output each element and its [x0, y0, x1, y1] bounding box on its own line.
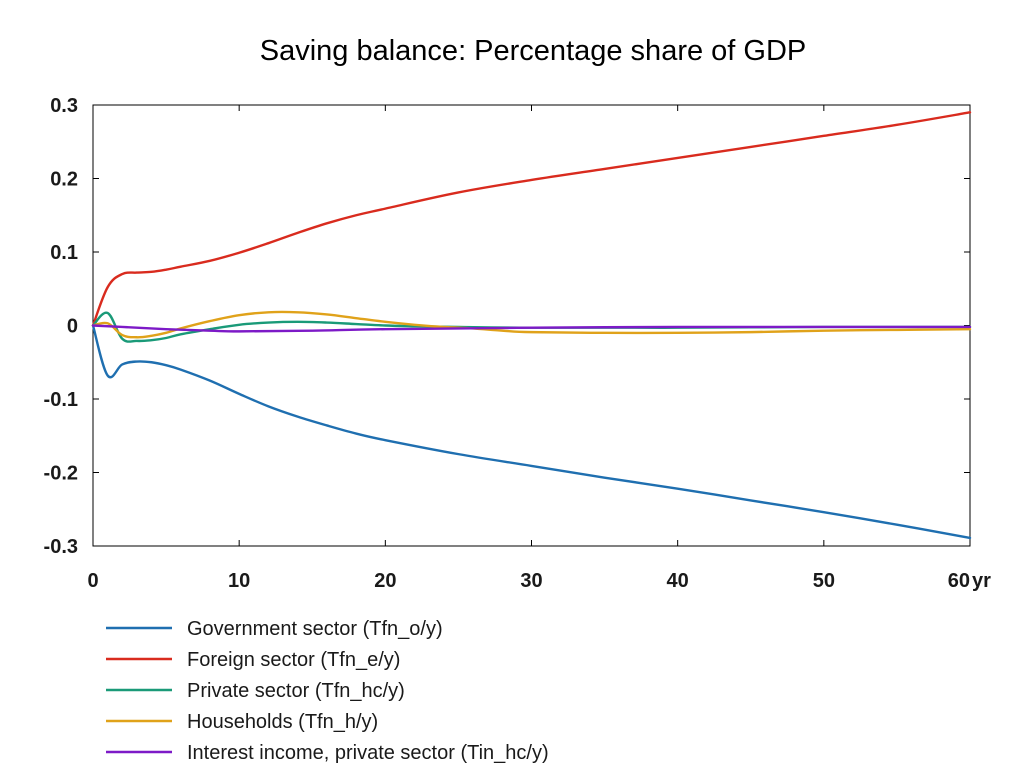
plot-frame: [92, 104, 971, 547]
legend-label-0: Government sector (Tfn_o/y): [187, 618, 443, 640]
y-tick-label: 0: [67, 316, 78, 338]
x-tick-label: 20: [374, 570, 396, 592]
x-tick-label: 10: [228, 570, 250, 592]
series-line-4: [91, 324, 972, 333]
y-tick-label: 0.2: [50, 169, 78, 191]
x-tick-label: 30: [520, 570, 542, 592]
y-tick-label: 0.3: [50, 95, 78, 117]
chart-title: Saving balance: Percentage share of GDP: [260, 35, 807, 67]
x-unit-label: yr: [972, 570, 991, 592]
y-axis: 0.3 0.2 0.1 0 -0.1 -0.2 -0.3: [44, 95, 970, 558]
series-lines: [91, 111, 972, 540]
x-tick-label: 0: [87, 570, 98, 592]
legend-label-4: Interest income, private sector (Tin_hc/…: [187, 742, 549, 764]
y-tick-label: -0.2: [44, 463, 78, 485]
series-line-1: [91, 111, 972, 327]
legend-label-2: Private sector (Tfn_hc/y): [187, 680, 405, 702]
y-tick-label: -0.1: [44, 389, 78, 411]
x-tick-label: 40: [667, 570, 689, 592]
x-tick-label: 60: [948, 570, 970, 592]
series-line-0: [91, 324, 972, 540]
x-tick-label: 50: [813, 570, 835, 592]
legend-label-1: Foreign sector (Tfn_e/y): [187, 649, 400, 671]
x-axis: 0 10 20 30 40 50 60: [87, 105, 971, 592]
series-line-3: [91, 310, 972, 339]
legend: Government sector (Tfn_o/y) Foreign secto…: [106, 618, 549, 764]
y-tick-label: -0.3: [44, 536, 78, 558]
legend-label-3: Households (Tfn_h/y): [187, 711, 378, 733]
y-tick-label: 0.1: [50, 242, 78, 264]
